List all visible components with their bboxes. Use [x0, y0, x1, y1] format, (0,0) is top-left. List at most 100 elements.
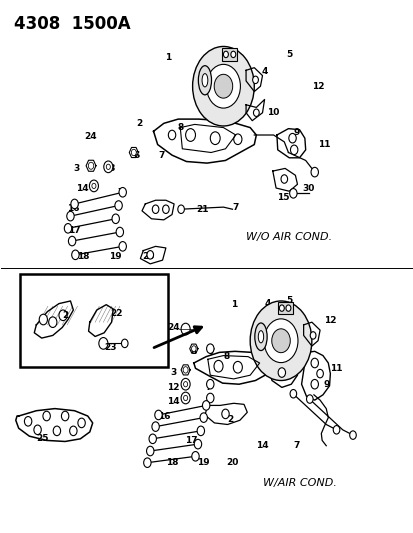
Circle shape [71, 199, 78, 209]
Text: 13: 13 [103, 164, 115, 173]
Text: 23: 23 [104, 343, 116, 352]
Text: W/O AIR COND.: W/O AIR COND. [245, 232, 331, 243]
Circle shape [206, 393, 214, 403]
Text: 8: 8 [177, 123, 183, 132]
Circle shape [253, 109, 259, 116]
Text: 2: 2 [227, 415, 233, 424]
Circle shape [310, 379, 318, 389]
Text: 21: 21 [196, 205, 209, 214]
Circle shape [223, 51, 228, 58]
Circle shape [147, 251, 153, 259]
Circle shape [278, 368, 285, 377]
Circle shape [230, 51, 235, 58]
Circle shape [194, 439, 201, 449]
Circle shape [221, 409, 229, 419]
Text: 5: 5 [285, 296, 292, 305]
Circle shape [332, 425, 339, 434]
Text: 20: 20 [226, 458, 238, 467]
Circle shape [199, 413, 207, 422]
Circle shape [64, 223, 71, 233]
Circle shape [192, 46, 254, 126]
Text: 11: 11 [317, 140, 330, 149]
Circle shape [24, 417, 32, 426]
Circle shape [89, 180, 98, 192]
Text: 22: 22 [110, 309, 123, 318]
Circle shape [280, 175, 287, 183]
Circle shape [143, 458, 151, 467]
Text: 17: 17 [68, 226, 81, 235]
Circle shape [69, 426, 77, 435]
Text: 7: 7 [205, 397, 212, 406]
Circle shape [183, 382, 187, 387]
Text: 6: 6 [190, 347, 197, 356]
Text: 4: 4 [264, 299, 271, 308]
Circle shape [306, 395, 312, 403]
Circle shape [289, 189, 297, 198]
Ellipse shape [254, 323, 266, 351]
Circle shape [206, 379, 214, 389]
Text: 4: 4 [261, 67, 267, 76]
Circle shape [180, 378, 190, 390]
Circle shape [121, 339, 128, 348]
Circle shape [43, 411, 50, 421]
Text: 7: 7 [205, 383, 212, 392]
Circle shape [53, 426, 60, 435]
Text: 9: 9 [293, 128, 299, 138]
Text: 12: 12 [311, 82, 323, 91]
Circle shape [206, 64, 240, 108]
Circle shape [34, 425, 41, 434]
Text: 2: 2 [62, 311, 68, 320]
Circle shape [185, 128, 195, 141]
Text: 7: 7 [117, 188, 123, 197]
Circle shape [183, 395, 187, 401]
Circle shape [279, 305, 284, 311]
Text: W/AIR COND.: W/AIR COND. [262, 478, 336, 488]
Circle shape [285, 305, 290, 311]
Text: 6: 6 [134, 151, 140, 160]
Circle shape [214, 360, 223, 372]
Text: 25: 25 [36, 434, 49, 443]
Text: 24: 24 [85, 132, 97, 141]
Circle shape [115, 201, 122, 211]
Text: 3: 3 [170, 368, 176, 377]
Circle shape [59, 310, 67, 320]
Circle shape [61, 411, 69, 421]
Circle shape [191, 346, 196, 352]
Text: 10: 10 [299, 343, 312, 352]
Text: 10: 10 [266, 108, 278, 117]
FancyBboxPatch shape [277, 302, 292, 314]
Circle shape [233, 134, 241, 144]
Text: 16: 16 [157, 411, 170, 421]
Circle shape [197, 426, 204, 435]
FancyBboxPatch shape [222, 48, 237, 61]
Text: 7: 7 [158, 151, 164, 160]
Circle shape [290, 390, 296, 398]
Circle shape [99, 337, 108, 349]
Text: 7: 7 [293, 441, 299, 450]
Text: 14: 14 [256, 441, 268, 450]
Text: 30: 30 [302, 183, 314, 192]
Circle shape [66, 212, 74, 221]
Circle shape [263, 319, 297, 362]
Circle shape [271, 329, 290, 353]
Text: 12: 12 [323, 316, 336, 325]
Circle shape [71, 250, 79, 260]
Circle shape [233, 361, 242, 373]
Circle shape [210, 132, 220, 144]
Circle shape [154, 410, 162, 419]
Ellipse shape [198, 66, 211, 95]
Text: 4308  1500A: 4308 1500A [14, 14, 130, 33]
Circle shape [309, 332, 315, 339]
Circle shape [149, 434, 156, 443]
Circle shape [177, 205, 184, 214]
Circle shape [290, 145, 297, 155]
Circle shape [146, 446, 154, 456]
Circle shape [310, 358, 318, 368]
Text: 19: 19 [109, 253, 122, 262]
Text: 1: 1 [164, 53, 171, 62]
Text: 18: 18 [165, 458, 178, 467]
Text: 16: 16 [67, 204, 79, 213]
Circle shape [180, 323, 190, 335]
Text: 18: 18 [77, 253, 90, 262]
Text: 20: 20 [142, 253, 154, 262]
